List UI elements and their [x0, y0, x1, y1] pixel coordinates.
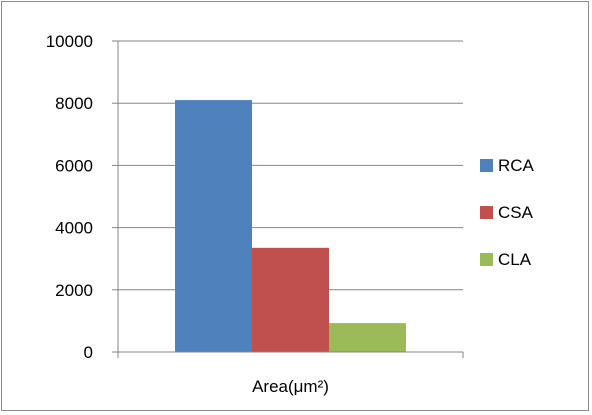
category-label: Area(μm²)	[252, 377, 329, 396]
y-tick-label: 6000	[55, 156, 93, 175]
bar-cla	[329, 323, 406, 352]
bar-rca	[175, 100, 252, 352]
bar-csa	[252, 248, 329, 352]
legend-label-csa: CSA	[498, 203, 534, 222]
legend-swatch-rca	[480, 159, 493, 172]
category-labels: Area(μm²)	[252, 377, 329, 396]
legend-swatch-cla	[480, 253, 493, 266]
legend-swatch-csa	[480, 206, 493, 219]
y-tick-label: 10000	[46, 32, 93, 51]
y-tick-label: 0	[84, 343, 93, 362]
bars	[175, 100, 406, 352]
legend: RCA CSA CLA	[480, 156, 535, 269]
x-axis-ticks	[118, 352, 463, 358]
y-tick-label: 8000	[55, 94, 93, 113]
legend-label-cla: CLA	[498, 250, 532, 269]
y-tick-label: 2000	[55, 281, 93, 300]
y-axis-tick-labels: 0 2000 4000 6000 8000 10000	[46, 32, 118, 362]
y-tick-label: 4000	[55, 219, 93, 238]
legend-label-rca: RCA	[498, 156, 535, 175]
